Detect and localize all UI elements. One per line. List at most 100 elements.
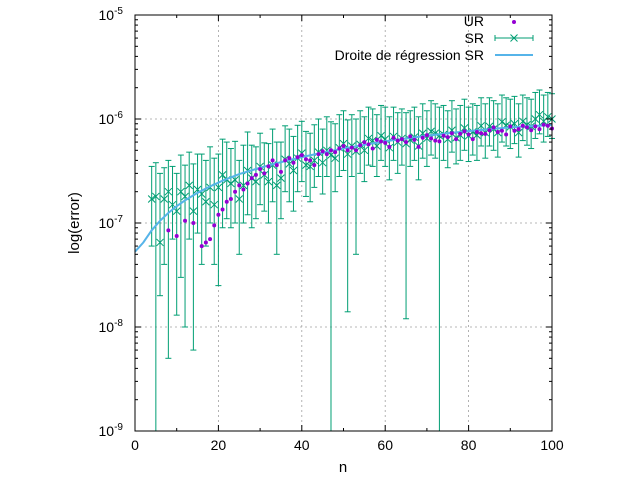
ur-point [220, 207, 225, 212]
ur-point [266, 164, 271, 169]
legend-sr-cross [510, 34, 518, 42]
ur-point [458, 131, 463, 136]
sr-point [535, 110, 544, 119]
y-tick-label: 10-5 [99, 6, 124, 23]
ur-point [366, 142, 371, 147]
x-tick-label: 100 [540, 437, 564, 453]
sr-point [147, 195, 156, 203]
ur-point [449, 131, 454, 136]
sr-point [306, 162, 314, 171]
ur-point [166, 228, 171, 233]
ur-point [420, 135, 425, 140]
sr-point [151, 192, 160, 201]
ur-point [191, 221, 196, 225]
sr-point [189, 207, 198, 216]
ur-point [529, 128, 534, 133]
ur-point [487, 128, 492, 133]
sr-point [289, 166, 298, 175]
sr-point [443, 135, 452, 144]
grid [135, 15, 552, 431]
ur-point [278, 169, 283, 174]
ur-point [541, 122, 546, 127]
ur-point [320, 149, 325, 154]
y-tick-label: 10-7 [99, 214, 124, 231]
sr-point [214, 183, 223, 192]
ur-point [199, 244, 204, 249]
sr-point [377, 131, 385, 140]
sr-point [185, 181, 194, 190]
sr-point [518, 117, 527, 126]
x-tick-label: 20 [211, 437, 227, 453]
y-tick-label: 10-8 [99, 318, 124, 335]
sr-point [310, 156, 319, 165]
ur-point [303, 157, 308, 162]
sr-point [218, 171, 227, 179]
ur-point [262, 171, 267, 176]
ur-point [183, 218, 188, 223]
ur-point [258, 167, 263, 172]
ur-point [499, 128, 504, 133]
ur-point [249, 176, 254, 181]
ur-point [433, 138, 438, 143]
ur-point [295, 155, 300, 160]
sr-point [318, 158, 327, 167]
sr-point [252, 177, 260, 186]
ur-point [212, 223, 217, 228]
ur-point [345, 148, 350, 153]
sr-point [160, 195, 169, 203]
ur-point [483, 131, 488, 136]
ur-point [462, 129, 467, 134]
sr-point [360, 146, 369, 155]
legend-entry-label: UR [464, 13, 484, 29]
ur-point [391, 135, 396, 140]
ur-point [520, 123, 525, 128]
ur-point [512, 128, 517, 133]
ur-point [545, 123, 550, 128]
ur-point [537, 127, 542, 132]
legend-entry-label: Droite de régression SR [335, 47, 484, 63]
ur-point [308, 158, 313, 163]
ur-point [274, 163, 279, 168]
ur-point [354, 148, 359, 153]
ur-point [291, 160, 296, 165]
y-tick-label: 10-9 [99, 422, 124, 439]
ur-point [241, 187, 246, 192]
ur-point [516, 127, 521, 132]
ur-point [358, 143, 363, 148]
sr-point [364, 134, 373, 143]
ur-point [437, 139, 442, 144]
ur-point [349, 145, 354, 150]
ur-point [441, 133, 446, 138]
ur-point [533, 124, 538, 129]
sr-point [477, 121, 485, 130]
ur-point [466, 132, 471, 137]
ur-point [470, 137, 475, 142]
sr-point [339, 139, 348, 148]
ur-point [208, 237, 213, 242]
x-tick-label: 60 [377, 437, 393, 453]
ur-point [324, 152, 329, 157]
ur-point [341, 144, 346, 149]
x-axis: 0 20 40 60 80 100 [131, 15, 564, 453]
ur-point [237, 183, 242, 188]
ur-point [374, 137, 379, 142]
ur-point [416, 144, 421, 149]
sr-point [210, 200, 219, 209]
ur-point [395, 138, 400, 143]
ur-point [524, 125, 529, 130]
ur-point [203, 240, 208, 245]
plot-area [134, 89, 556, 431]
ur-point [445, 135, 450, 140]
ur-point [362, 140, 367, 145]
ur-point [283, 158, 288, 163]
x-tick-label: 0 [131, 437, 139, 453]
ur-point [379, 139, 384, 144]
ur-point [412, 137, 417, 142]
ur-point [408, 134, 413, 139]
sr-point [331, 154, 340, 163]
ur-point [495, 129, 500, 134]
sr-point [343, 150, 352, 158]
ur-point [404, 140, 409, 145]
sr-point [156, 238, 164, 247]
